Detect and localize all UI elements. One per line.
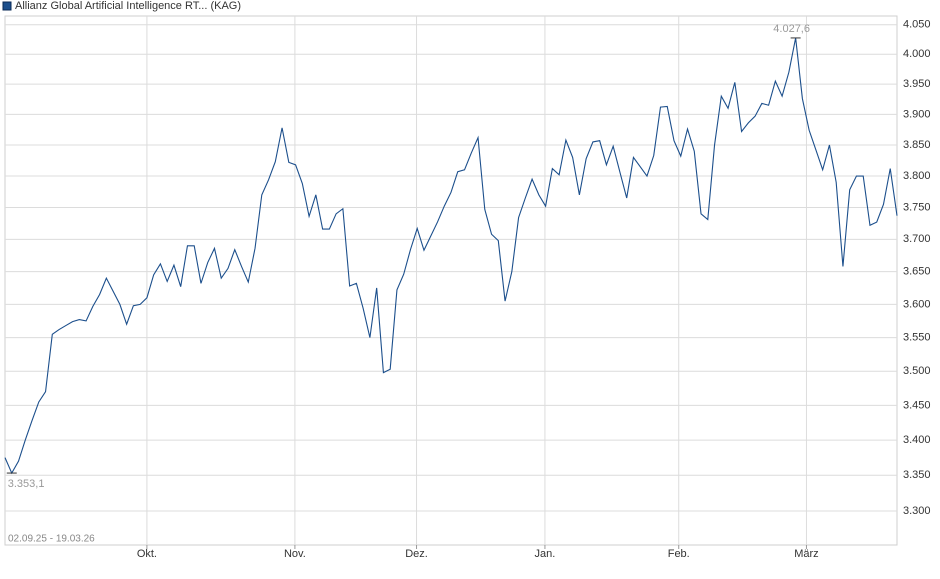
y-tick-label: 3.300 — [903, 505, 931, 517]
legend-label: Allianz Global Artificial Intelligence R… — [15, 0, 241, 12]
y-tick-label: 3.850 — [903, 139, 931, 151]
min-label: 3.353,1 — [8, 478, 45, 490]
y-tick-label: 3.750 — [903, 201, 931, 213]
x-tick-label: Nov. — [284, 548, 306, 560]
y-tick-label: 3.900 — [903, 108, 931, 120]
y-tick-label: 3.350 — [903, 469, 931, 481]
y-tick-label: 3.700 — [903, 233, 931, 245]
price-line — [4, 37, 898, 475]
plot-frame — [4, 15, 898, 546]
y-tick-label: 4.050 — [903, 19, 931, 31]
y-tick-label: 3.950 — [903, 78, 931, 90]
legend-swatch — [2, 1, 12, 11]
y-tick-label: 3.650 — [903, 266, 931, 278]
date-range: 02.09.25 - 19.03.26 — [8, 534, 95, 545]
x-tick-label: Okt. — [137, 548, 157, 560]
x-tick-label: Jan. — [535, 548, 556, 560]
y-tick-label: 3.550 — [903, 331, 931, 343]
y-tick-label: 3.500 — [903, 365, 931, 377]
max-label: 4.027,6 — [773, 23, 810, 35]
x-tick-label: Dez. — [405, 548, 428, 560]
y-tick-label: 3.450 — [903, 399, 931, 411]
y-tick-label: 4.000 — [903, 48, 931, 60]
x-tick-label: März — [794, 548, 818, 560]
y-tick-label: 3.800 — [903, 170, 931, 182]
x-tick-label: Feb. — [668, 548, 690, 560]
y-tick-label: 3.400 — [903, 434, 931, 446]
y-tick-label: 3.600 — [903, 298, 931, 310]
